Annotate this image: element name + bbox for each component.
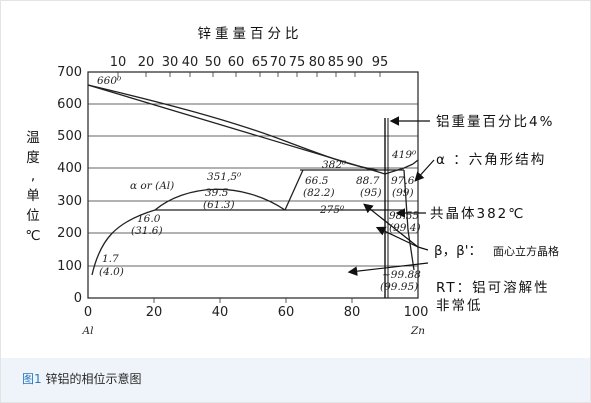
temp-275-label: 275⁰ [319,204,345,216]
arrow-beta-b [375,226,419,248]
comp-39-5-label: 39.5 [205,187,229,199]
comp-99-88-label: ~99.88 [382,269,421,281]
x-axis-left-label: Al [82,325,94,337]
y-axis-title: 温 度 , 单 位 ℃ [25,130,40,244]
top-tick: 80 [309,55,326,70]
top-tick: 10 [110,55,127,70]
top-tick: 95 [372,55,389,70]
comp-95-label: (95) [360,187,382,199]
y-tick: 400 [57,161,82,176]
comp-61-3-label: (61.3) [203,199,235,211]
comp-99-95-label: (99.95) [380,281,418,293]
y-axis-ticks: 700 600 500 400 300 200 100 0 [57,65,82,306]
zn-solvus [403,169,415,271]
y-title-char: 单 [26,188,40,204]
caption-text: 锌铝的相位示意图 [41,372,142,386]
miscibility-gap [154,188,286,211]
top-tick: 50 [205,55,222,70]
comp-88-7-label: 88.7 [356,175,380,187]
horizontal-grid [88,103,418,267]
arrow-beta-a [363,203,419,248]
plot-frame [87,71,419,299]
comp-98-55-label: 98.55 [389,210,419,222]
y-tick: 700 [57,65,82,80]
solidus-line [87,84,379,171]
annotation-zn4: 铝重量百分比4% [436,114,554,130]
comp-31-6-label: (31.6) [131,225,163,237]
figure-caption: 图1 锌铝的相位示意图 [22,370,141,387]
top-tick: 60 [228,55,245,70]
annotation-eutectic: 共晶体382℃ [430,206,525,222]
annotation-beta-suffix: 面心立方晶格 [493,244,559,258]
y-title-char: 度 [26,150,40,166]
y-tick: 500 [57,129,82,144]
x-tick: 40 [212,305,229,320]
zn-liquidus [412,159,419,165]
phase-labels: 660⁰ 419⁰ 382⁰ 275⁰ 351,5⁰ α or (Al) 39.… [97,75,421,293]
top-axis-ticks: 10 20 30 40 50 60 65 70 75 80 85 90 95 [110,55,389,70]
x-tick: 80 [344,305,361,320]
comp-66-5-label: 66.5 [305,175,329,187]
arrow-alpha [414,159,435,182]
annotation-rt-line1: RT：铝可溶解性 [436,280,550,296]
y-title-char: 位 [26,208,40,224]
top-tick: 85 [328,55,345,70]
comp-97-6-label: 97.6 [391,175,415,187]
alpha-prime-boundary [284,169,304,211]
temp-351-label: 351,5⁰ [207,171,242,183]
caption-bar [1,358,590,402]
y-title-char: , [31,168,35,184]
top-tick: 90 [347,55,364,70]
bottom-tick-marks [153,298,353,303]
x-axis-right-label: Zn [410,325,425,337]
comp-82-2-label: (82.2) [303,187,335,199]
caption-figure-number: 图1 [22,372,42,386]
alpha-region-label: α or (Al) [130,180,174,192]
top-tick: 70 [270,55,287,70]
x-axis-ticks: 0 20 40 60 80 100 [84,305,429,320]
annotation-beta-prefix: β，β'： [434,243,482,259]
x-tick: 20 [146,305,163,320]
y-tick: 100 [57,259,82,274]
top-tick: 40 [182,55,199,70]
y-tick: 200 [57,226,82,241]
top-axis-title: 锌重量百分比 [198,26,303,42]
temp-660-label: 660⁰ [97,75,122,87]
y-tick: 0 [74,291,82,306]
annotation-rt-line2: 非常低 [436,298,483,314]
right-annotations: 铝重量百分比4% α ：六角形结构 共晶体382℃ β，β'： 面心立方晶格 R… [430,114,559,314]
liquidus-line [87,84,414,175]
temp-382-label: 382⁰ [322,159,347,171]
top-tick-marks [117,72,381,77]
top-tick: 75 [289,55,306,70]
y-title-char: 温 [26,130,40,146]
temp-419-label: 419⁰ [391,149,417,161]
arrow-beta-c [347,262,429,276]
y-title-char: ℃ [25,228,40,244]
comp-16-0-label: 16.0 [137,213,161,225]
x-tick: 0 [84,305,92,320]
x-tick: 60 [278,305,295,320]
top-tick: 30 [162,55,179,70]
annotation-arrows [347,116,435,276]
top-tick: 20 [138,55,155,70]
y-tick: 600 [57,97,82,112]
comp-1-7-label: 1.7 [102,253,119,265]
solvus-line [91,209,156,276]
x-tick: 100 [404,305,429,320]
annotation-alpha: α ：六角形结构 [436,152,546,168]
y-tick: 300 [57,194,82,209]
top-tick: 65 [252,55,269,70]
comp-4-0-label: (4.0) [99,266,124,278]
comp-99-label: (99) [392,187,414,199]
